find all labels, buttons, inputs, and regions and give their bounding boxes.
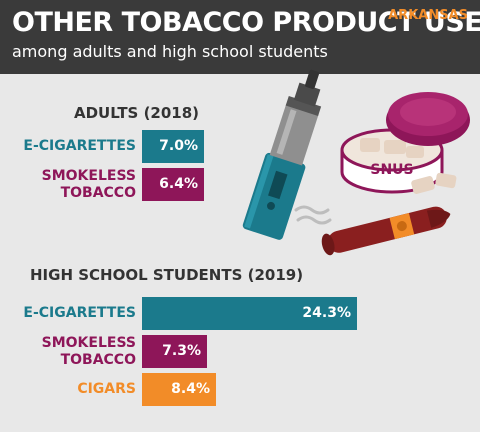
data-label: 7.0% [159, 138, 198, 154]
category-label-line: SMOKELESS [41, 335, 136, 351]
category-label: E-CIGARETTES [2, 138, 136, 155]
header-banner: OTHER TOBACCO PRODUCT USE among adults a… [0, 0, 480, 74]
bar: 6.4% [142, 168, 204, 201]
cigar-icon [321, 206, 451, 256]
category-label-line: CIGARS [77, 381, 136, 397]
category-label-line: TOBACCO [60, 352, 136, 368]
category-label-line: E-CIGARETTES [23, 305, 136, 321]
data-label: 24.3% [302, 305, 351, 321]
category-label: SMOKELESS TOBACCO [2, 168, 136, 202]
bar: 7.0% [142, 130, 204, 163]
category-label-line: TOBACCO [60, 185, 136, 201]
smoke-icon [294, 205, 332, 225]
state-label: ARKANSAS [388, 8, 468, 23]
category-label-line: E-CIGARETTES [23, 138, 136, 154]
snus-label: SNUS [370, 162, 413, 178]
data-label: 7.3% [162, 343, 201, 359]
bar: 7.3% [142, 335, 207, 368]
category-label-line: SMOKELESS [41, 168, 136, 184]
chart-title: HIGH SCHOOL STUDENTS (2019) [30, 266, 304, 284]
chart-title: ADULTS (2018) [74, 104, 200, 122]
category-label: E-CIGARETTES [2, 305, 136, 322]
page-subtitle: among adults and high school students [12, 42, 328, 61]
snus-tin-icon [340, 92, 470, 194]
bar: 24.3% [142, 297, 357, 330]
bar: 8.4% [142, 373, 216, 406]
category-label: SMOKELESS TOBACCO [2, 335, 136, 369]
data-label: 8.4% [171, 381, 210, 397]
page-title: OTHER TOBACCO PRODUCT USE [12, 7, 480, 38]
data-label: 6.4% [159, 176, 198, 192]
e-cigarette-icon [242, 69, 322, 240]
category-label: CIGARS [2, 381, 136, 398]
